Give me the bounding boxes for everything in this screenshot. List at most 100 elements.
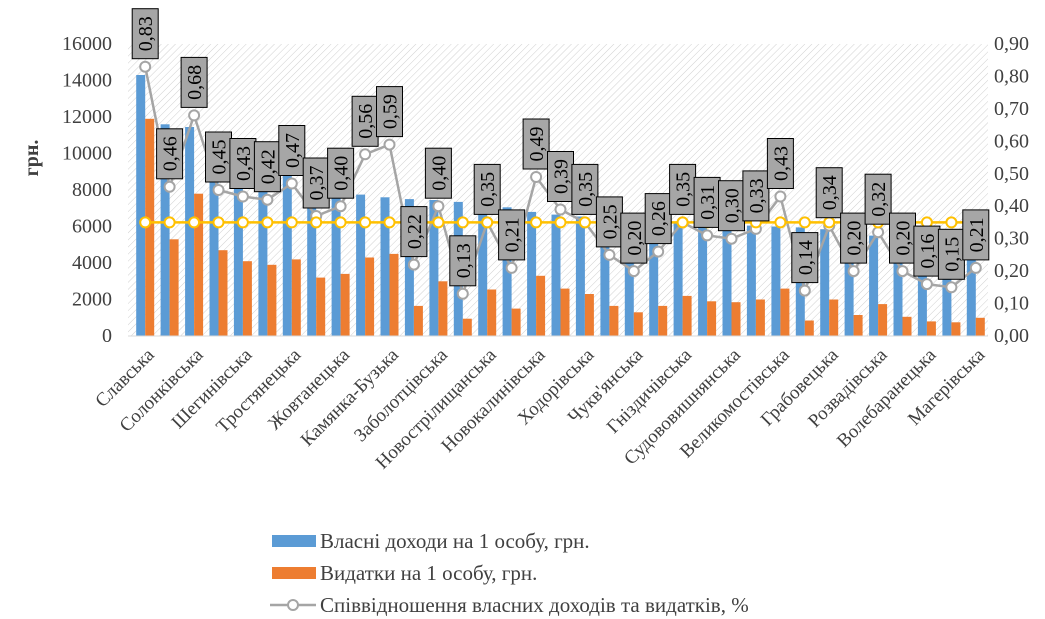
expense-bar	[267, 264, 277, 336]
data-label: 0,42	[253, 141, 281, 193]
data-label: 0,14	[791, 232, 819, 284]
data-label-box	[498, 209, 526, 261]
y2-tick-label: 0,80	[994, 65, 1029, 87]
expense-bar	[926, 321, 936, 336]
data-label: 0,34	[815, 167, 843, 219]
ratio-point	[505, 261, 518, 274]
data-label-box	[327, 147, 355, 199]
legend-label: Власні доходи на 1 особу, грн.	[320, 529, 590, 553]
ratio-point	[359, 148, 372, 161]
ratio-point	[236, 190, 249, 203]
data-label: 0,25	[595, 196, 623, 248]
income-bar	[380, 197, 390, 336]
ratio-point	[920, 278, 933, 291]
expense-bar	[316, 277, 326, 336]
data-label-text: 0,26	[648, 201, 670, 236]
legend-label: Співвідношення власних доходів та видатк…	[320, 593, 749, 617]
income-bar	[600, 217, 610, 336]
data-label: 0,31	[693, 176, 721, 228]
reference-point	[261, 216, 274, 229]
expense-bar	[413, 305, 423, 336]
data-label: 0,16	[913, 225, 941, 277]
reference-point	[823, 216, 836, 229]
reference-point	[578, 216, 591, 229]
y2-tick-label: 0,50	[994, 163, 1029, 185]
data-label-text: 0,14	[795, 240, 817, 275]
data-label-box	[571, 163, 599, 215]
data-label: 0,32	[864, 173, 892, 225]
y-tick-label: 14000	[62, 70, 112, 92]
expense-bar	[462, 318, 472, 336]
data-label-text: 0,49	[526, 127, 548, 162]
ratio-point	[969, 261, 982, 274]
income-bar	[673, 221, 683, 336]
data-label-text: 0,21	[502, 217, 524, 252]
data-label-text: 0,22	[404, 214, 426, 249]
data-label-text: 0,40	[331, 156, 353, 191]
ratio-point	[530, 171, 543, 183]
expense-bar	[829, 299, 839, 336]
reference-point	[359, 216, 372, 229]
expense-bar	[389, 253, 399, 336]
expense-bar	[682, 295, 692, 336]
data-label-text: 0,43	[770, 146, 792, 181]
ratio-point	[554, 203, 567, 216]
expense-bar	[609, 305, 619, 336]
expense-bar	[853, 315, 863, 336]
ratio-point	[407, 258, 420, 271]
data-label-text: 0,47	[282, 133, 304, 168]
income-bar	[649, 221, 659, 336]
data-label-box	[522, 118, 550, 170]
data-label-text: 0,25	[599, 204, 621, 239]
income-bar	[942, 246, 952, 336]
ratio-point	[725, 232, 738, 245]
data-label-box	[473, 163, 501, 215]
data-label: 0,21	[962, 209, 990, 261]
data-label-text: 0,35	[575, 172, 597, 207]
ratio-point	[627, 265, 640, 278]
expense-bar	[291, 259, 301, 336]
income-bar	[917, 242, 927, 336]
reference-point	[212, 216, 225, 229]
data-label-text: 0,59	[380, 94, 402, 129]
data-label-text: 0,35	[477, 172, 499, 207]
income-bar	[331, 180, 341, 336]
y2-tick-label: 0,20	[994, 260, 1029, 282]
legend-swatch	[272, 567, 316, 579]
legend-item: Співвідношення власних доходів та видатк…	[270, 593, 749, 617]
expense-bar	[340, 273, 350, 336]
data-label-text: 0,40	[428, 156, 450, 191]
y-tick-label: 6000	[72, 216, 112, 238]
income-bar	[429, 200, 439, 336]
ratio-point	[701, 229, 714, 242]
reference-point	[188, 216, 201, 229]
data-label: 0,56	[351, 95, 379, 147]
ratio-point	[652, 245, 665, 258]
legend-item: Власні доходи на 1 особу, грн.	[272, 529, 590, 553]
data-label: 0,35	[669, 163, 697, 215]
expense-bar	[560, 288, 570, 336]
ratio-point	[383, 138, 396, 151]
data-label: 0,40	[424, 147, 452, 199]
data-label: 0,45	[205, 131, 232, 183]
ratio-point	[872, 226, 885, 239]
expense-bar	[633, 312, 643, 336]
expense-bar	[194, 193, 204, 336]
expense-bar	[951, 322, 961, 336]
ratio-point	[188, 109, 201, 122]
data-label-text: 0,39	[551, 159, 573, 194]
bar-series-group	[136, 75, 985, 337]
data-label-text: 0,42	[257, 149, 279, 184]
data-label-text: 0,45	[209, 140, 231, 175]
data-label-text: 0,37	[306, 166, 328, 201]
income-bar	[136, 75, 146, 336]
reference-point	[383, 216, 396, 229]
expense-bar	[145, 118, 155, 336]
data-label-text: 0,31	[697, 185, 719, 220]
expense-bar	[780, 288, 790, 336]
expense-bar	[511, 308, 521, 336]
ratio-point	[798, 284, 811, 297]
data-label: 0,59	[376, 86, 403, 138]
ratio-point	[945, 281, 958, 294]
income-bar	[771, 226, 781, 336]
